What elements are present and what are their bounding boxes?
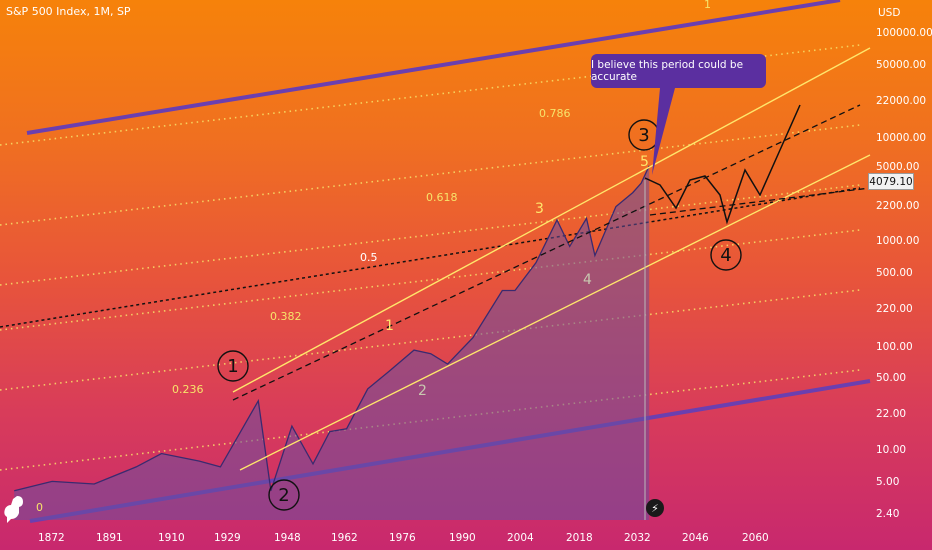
fib-label: 0.5 — [360, 251, 378, 264]
fib-label: 0.786 — [539, 107, 571, 120]
chart-title: S&P 500 Index, 1M, SP — [6, 5, 131, 18]
y-tick-label: 500.00 — [876, 267, 913, 279]
fib-label: 0 — [36, 501, 43, 514]
y-tick-label: 5000.00 — [876, 161, 919, 173]
y-tick-label: 10000.00 — [876, 132, 926, 144]
fib-label: 1 — [704, 0, 711, 11]
yellow-channel-lower — [239, 154, 871, 471]
wave-label-small: 3 — [535, 201, 544, 217]
wave-circle — [217, 350, 249, 382]
channel-top — [26, 0, 841, 135]
lightning-icon[interactable]: ⚡ — [646, 499, 664, 517]
dinosaur-logo-icon — [4, 496, 24, 523]
y-tick-label: 2.40 — [876, 508, 899, 520]
x-tick-label: 1872 — [38, 532, 65, 544]
fib-line-1 — [0, 289, 861, 391]
y-tick-label: 22.00 — [876, 408, 906, 420]
y-tick-label: 100.00 — [876, 341, 913, 353]
y-tick-label: 10.00 — [876, 444, 906, 456]
wave-label-big: 4 — [720, 245, 731, 266]
x-tick-label: 1990 — [449, 532, 476, 544]
y-tick-label: 2200.00 — [876, 200, 919, 212]
x-tick-label: 1976 — [389, 532, 416, 544]
projection-path — [644, 104, 801, 225]
fib-line-4 — [0, 124, 861, 226]
x-tick-label: 1910 — [158, 532, 185, 544]
y-tick-label: 50000.00 — [876, 59, 926, 71]
dashed-trend — [232, 104, 861, 401]
fib-label: 0.618 — [426, 191, 458, 204]
x-tick-label: 1948 — [274, 532, 301, 544]
y-tick-label: 100000.00 — [876, 27, 932, 39]
fib-line-2 — [0, 229, 861, 331]
wave-label-big: 2 — [278, 485, 289, 506]
y-tick-label: 1000.00 — [876, 235, 919, 247]
dashed-support — [649, 187, 871, 216]
x-tick-label: 1962 — [331, 532, 358, 544]
wave-label-small: 1 — [385, 318, 394, 334]
x-tick-label: 2046 — [682, 532, 709, 544]
annotation-pointer — [652, 88, 675, 175]
x-tick-label: 1891 — [96, 532, 123, 544]
wave-label-small: 4 — [583, 272, 592, 288]
x-tick-label: 2004 — [507, 532, 534, 544]
fib-label: 0.236 — [172, 383, 204, 396]
last-price-label: 4079.10 — [868, 173, 914, 190]
y-tick-label: 5.00 — [876, 476, 899, 488]
y-tick-label: 50.00 — [876, 372, 906, 384]
annotation-bubble[interactable]: I believe this period could be accurate — [591, 54, 766, 88]
price-area — [14, 165, 650, 521]
fib-line-0 — [0, 369, 861, 471]
y-tick-label: 22000.00 — [876, 95, 926, 107]
wave-label-big: 3 — [638, 125, 649, 146]
wave-circle — [710, 239, 742, 271]
x-tick-label: 2060 — [742, 532, 769, 544]
wave-label-small: 5 — [640, 154, 649, 170]
fib-label: 0.382 — [270, 310, 302, 323]
yellow-channel-upper — [232, 47, 871, 393]
y-tick-label: 220.00 — [876, 303, 913, 315]
x-tick-label: 1929 — [214, 532, 241, 544]
currency-label: USD — [878, 7, 900, 19]
x-tick-label: 2018 — [566, 532, 593, 544]
wave-label-big: 1 — [227, 356, 238, 377]
price-line — [14, 165, 650, 492]
wave-label-small: 2 — [418, 383, 427, 399]
wave-circle — [268, 479, 300, 511]
fib-midline — [0, 187, 861, 328]
x-tick-label: 2032 — [624, 532, 651, 544]
fib-line-3 — [0, 184, 861, 286]
